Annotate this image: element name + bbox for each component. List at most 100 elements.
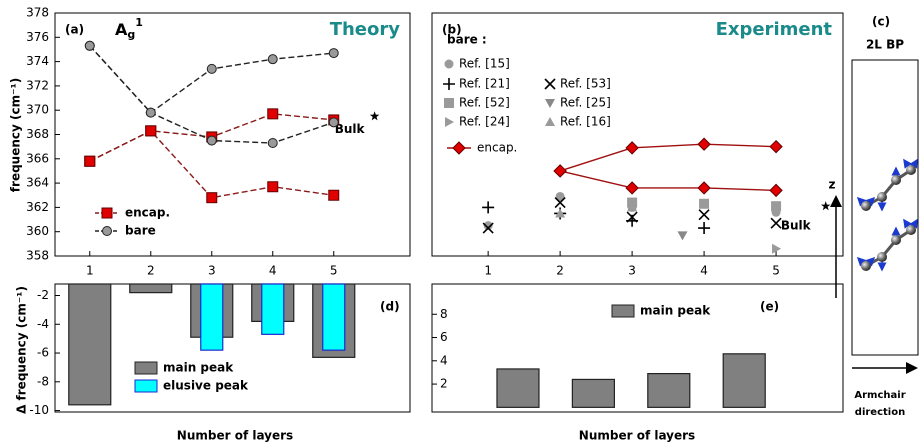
y-tick-label: 376 xyxy=(26,30,49,44)
panel-label: (e) xyxy=(760,300,779,314)
y-tick-label: -2 xyxy=(37,288,49,302)
x-tick-label: 2 xyxy=(147,264,155,278)
y-tick-label: -4 xyxy=(37,317,49,331)
y-axis-label: Δ frequency (cm⁻¹) xyxy=(15,286,29,414)
legend-label: encap. xyxy=(125,206,170,220)
marker xyxy=(268,139,277,148)
legend-swatch xyxy=(135,362,157,374)
x-tick-label: 5 xyxy=(330,264,338,278)
marker xyxy=(207,193,217,203)
marker xyxy=(698,182,710,194)
displacements xyxy=(858,160,917,270)
bar xyxy=(69,284,111,405)
bar xyxy=(130,284,172,293)
marker xyxy=(329,190,339,200)
bar xyxy=(648,374,690,408)
marker xyxy=(444,98,454,108)
marker xyxy=(771,201,781,211)
mode-sub: g xyxy=(127,28,135,41)
bar xyxy=(262,284,284,334)
legend-title: bare : xyxy=(447,33,487,47)
legend-label: encap. xyxy=(477,141,517,155)
panel: 2468(e)Number of layersmain peak xyxy=(432,284,843,443)
marker xyxy=(268,182,278,192)
marker xyxy=(626,182,638,194)
y-tick-label: -10 xyxy=(29,403,49,417)
marker xyxy=(207,136,216,145)
series-line xyxy=(560,171,776,190)
panel-title: Theory xyxy=(330,19,401,40)
bulk-label: Bulk xyxy=(781,219,812,233)
y-tick-label: -6 xyxy=(37,346,49,360)
series-line xyxy=(90,46,334,143)
marker xyxy=(443,78,455,90)
marker xyxy=(268,55,277,64)
marker xyxy=(545,99,555,108)
bar xyxy=(497,369,539,407)
figure: Ag1 (c) 2L BP z Armchair direction 35836… xyxy=(0,0,921,444)
y-tick-label: 362 xyxy=(26,200,49,214)
legend-swatch xyxy=(135,380,157,392)
legend-label: Ref. [52] xyxy=(459,96,510,110)
marker xyxy=(329,118,338,127)
marker xyxy=(677,231,687,240)
mode-label: Ag1 xyxy=(115,16,143,41)
legend-label: Ref. [15] xyxy=(459,57,510,71)
panel-label: (c) xyxy=(872,15,890,29)
bar xyxy=(323,284,345,350)
x-tick-label: 5 xyxy=(772,264,780,278)
x-tick-label: 4 xyxy=(700,264,708,278)
panel-label: (a) xyxy=(65,23,84,37)
x-tick-label: 1 xyxy=(86,264,94,278)
panel: -10-8-6-4-2(d)Δ frequency (cm⁻¹)Number o… xyxy=(15,284,411,443)
marker xyxy=(103,227,112,236)
x-tick-label: 3 xyxy=(208,264,216,278)
marker xyxy=(207,64,216,73)
y-tick-label: 372 xyxy=(26,78,49,92)
panel-title: Experiment xyxy=(716,19,833,40)
y-tick-label: 360 xyxy=(26,224,49,238)
y-tick-label: 374 xyxy=(26,54,49,68)
molecule xyxy=(866,170,911,266)
marker xyxy=(85,156,95,166)
y-tick-label: 6 xyxy=(440,330,448,344)
y-tick-label: 4 xyxy=(440,353,448,367)
legend-label: Ref. [53] xyxy=(560,77,611,91)
y-tick-label: 368 xyxy=(26,127,49,141)
plot-frame xyxy=(432,284,843,412)
bar xyxy=(201,284,223,350)
x-tick-label: 3 xyxy=(628,264,636,278)
x-tick-label: 1 xyxy=(484,264,492,278)
marker xyxy=(453,142,465,154)
y-tick-label: 2 xyxy=(440,377,448,391)
legend-label: Ref. [25] xyxy=(560,96,611,110)
marker xyxy=(699,210,709,220)
mode-sup: 1 xyxy=(135,16,143,29)
panel-label: (d) xyxy=(380,300,400,314)
mode-base: A xyxy=(115,20,128,39)
legend-label: Ref. [24] xyxy=(459,115,510,129)
marker xyxy=(545,117,555,126)
marker xyxy=(545,79,555,89)
marker xyxy=(146,108,155,117)
marker xyxy=(146,126,156,136)
series-line xyxy=(90,46,334,113)
legend-label: main peak xyxy=(640,304,711,318)
marker xyxy=(85,41,94,50)
y-tick-label: 358 xyxy=(26,249,49,263)
y-tick-label: 378 xyxy=(26,6,49,20)
marker xyxy=(698,138,710,150)
marker xyxy=(482,201,494,213)
y-tick-label: 364 xyxy=(26,176,49,190)
marker xyxy=(268,109,278,119)
marker xyxy=(102,208,112,218)
atoms xyxy=(861,165,916,271)
bar xyxy=(723,354,765,408)
marker xyxy=(445,60,454,69)
bulk-marker xyxy=(370,111,380,120)
x-axis-label: Number of layers xyxy=(177,429,293,443)
panel-c: (c) 2L BP z Armchair direction xyxy=(829,15,918,419)
x-axis-label: Number of layers xyxy=(579,429,695,443)
panel-title: 2L BP xyxy=(866,38,904,52)
marker xyxy=(699,199,709,209)
